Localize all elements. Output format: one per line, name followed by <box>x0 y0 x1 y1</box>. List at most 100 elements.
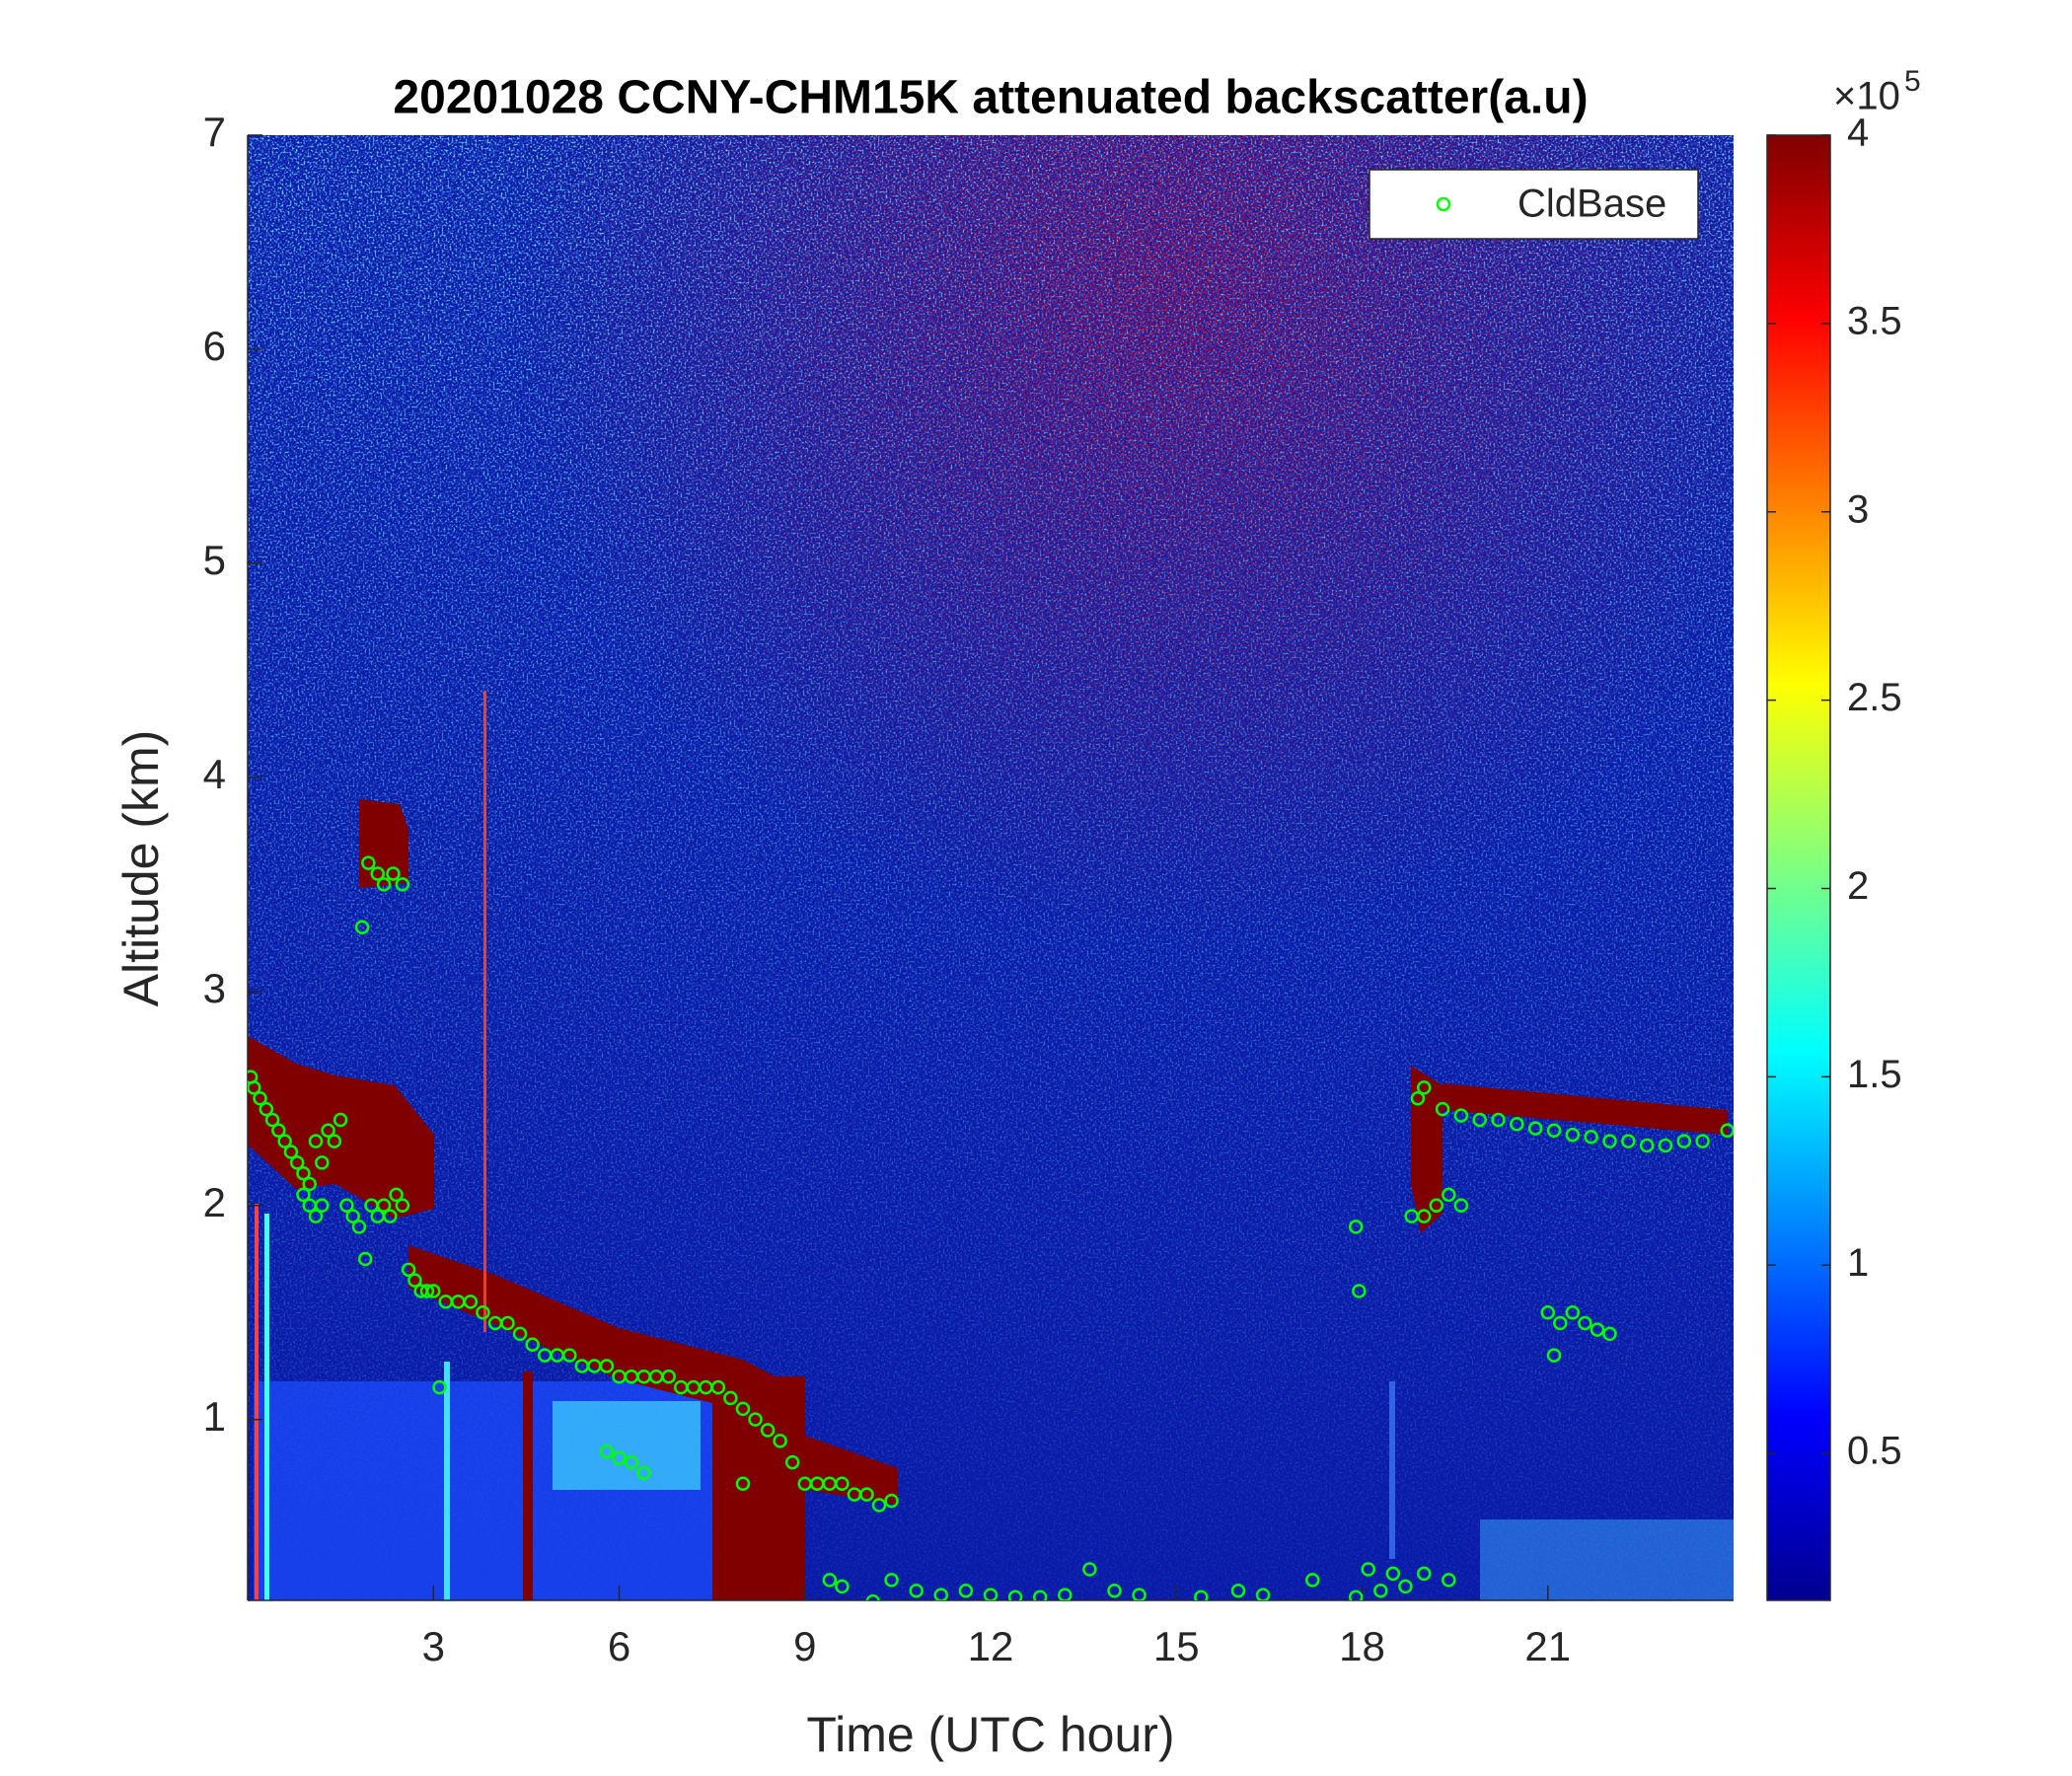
cloud-base-point <box>1527 1121 1543 1136</box>
y-tick-label: 6 <box>203 323 226 369</box>
x-tick-label: 6 <box>608 1623 630 1669</box>
cloud-base-point <box>1540 1304 1555 1320</box>
cloud-base-point <box>1442 1573 1456 1588</box>
cloud-base-point <box>760 1423 776 1438</box>
y-tick-label: 5 <box>203 537 226 583</box>
cloud-base-point <box>884 1493 899 1509</box>
cloud-base-point <box>710 1379 726 1395</box>
cloud-base-point <box>512 1326 528 1342</box>
cloud-base-point <box>1361 1562 1376 1577</box>
colorbar <box>1766 134 1831 1601</box>
colorbar-tick-label: 0.5 <box>1847 1430 1902 1473</box>
cloud-base-point <box>735 1476 751 1492</box>
cloud-base-point <box>1565 1304 1581 1320</box>
x-tick-label: 18 <box>1339 1623 1385 1669</box>
cloud-base-point <box>386 866 401 881</box>
colorbar-tick-label: 2.5 <box>1847 676 1902 719</box>
cloud-base-point <box>599 1359 615 1373</box>
cloud-base-point <box>289 1155 305 1170</box>
cloud-base-point <box>1255 1588 1271 1600</box>
colorbar-tick-label: 4 <box>1847 111 1869 155</box>
y-tick-label: 4 <box>203 751 226 797</box>
x-tick-label: 3 <box>422 1623 445 1669</box>
legend: CldBase <box>1369 169 1699 240</box>
cloud-base-point <box>1032 1590 1048 1600</box>
cloud-base-point <box>395 1198 410 1213</box>
colorbar-scale: ×10 <box>1833 75 1900 118</box>
legend-box <box>1369 169 1699 240</box>
legend-marker <box>1436 196 1451 212</box>
cloud-base-point <box>835 1476 850 1492</box>
cloud-base-point <box>983 1588 999 1600</box>
cloud-base-point <box>1348 1220 1364 1234</box>
cloud-base-point <box>419 1284 435 1298</box>
chart-title: 20201028 CCNY-CHM15K attenuated backscat… <box>393 72 1588 124</box>
cloud-base-point <box>784 1454 800 1470</box>
cloud-base-point <box>773 1434 787 1448</box>
cloud-base-point <box>1230 1583 1246 1598</box>
cloud-base-point <box>1435 1101 1450 1117</box>
cloud-base-point <box>1658 1138 1673 1153</box>
cloud-base-point <box>624 1454 639 1470</box>
cloud-base-point <box>1584 1130 1598 1145</box>
cloud-base-point <box>370 866 386 881</box>
cloud-base-point <box>253 1091 267 1106</box>
cloud-base-point <box>1578 1315 1592 1331</box>
cloud-base-point <box>1491 1112 1506 1128</box>
cloud-base-point <box>333 1112 348 1128</box>
cloud-base-point <box>1553 1315 1568 1331</box>
cloud-base-point <box>302 1176 317 1192</box>
cloud-base-point <box>432 1379 447 1395</box>
cloud-base-point <box>1305 1573 1320 1588</box>
cloud-base-point <box>1194 1590 1209 1600</box>
cloud-base-point <box>1007 1590 1023 1600</box>
cloud-base-point <box>1621 1134 1636 1148</box>
cloud-base-point <box>884 1573 899 1588</box>
cloud-base-point <box>357 1251 373 1267</box>
cloud-base-point <box>315 1198 330 1213</box>
cloud-base-point <box>1453 1108 1469 1123</box>
cloud-base-point <box>933 1588 949 1600</box>
cloud-base-point <box>271 1123 286 1139</box>
cloud-base-point <box>1410 1091 1426 1106</box>
cloud-base-point <box>1602 1134 1617 1148</box>
cloud-base-point <box>463 1295 479 1309</box>
cloud-base-point <box>389 1187 404 1203</box>
cloud-base-point <box>327 1134 342 1148</box>
cloud-base-point <box>1695 1134 1710 1148</box>
cloud-base-point <box>395 877 410 892</box>
cloud-base-point <box>525 1337 540 1352</box>
y-tick-label: 1 <box>203 1393 226 1440</box>
cloud-base-point <box>354 920 370 934</box>
cloud-base-point <box>351 1220 367 1234</box>
cloud-base-point <box>308 1134 324 1148</box>
cloud-base-point <box>822 1573 838 1588</box>
cloud-base-point <box>1720 1123 1734 1139</box>
y-axis-label: Altitude (km) <box>113 730 169 1007</box>
cloud-base-point <box>1453 1198 1469 1213</box>
cloud-base-point <box>376 877 392 892</box>
cloud-base-point <box>345 1209 360 1223</box>
cloud-base-point <box>909 1583 924 1598</box>
y-tick-label: 3 <box>203 965 226 1011</box>
cloud-base-point <box>383 1209 398 1223</box>
cloud-base-point <box>1442 1187 1456 1203</box>
cloud-base-point <box>599 1443 615 1459</box>
cloud-base-point <box>865 1593 880 1600</box>
cloud-base-point <box>1510 1117 1524 1132</box>
y-tick-label: 7 <box>203 109 226 155</box>
cloud-base-point <box>283 1145 299 1159</box>
cloud-base-point <box>1417 1080 1432 1095</box>
cloud-base-point <box>315 1155 330 1170</box>
cloud-base-point <box>871 1498 887 1513</box>
cloud-base-point <box>296 1165 311 1181</box>
cloud-base-point <box>1602 1326 1617 1342</box>
cloud-base-point <box>1472 1112 1487 1128</box>
cloud-base-point <box>1429 1198 1444 1213</box>
cloud-base-point <box>859 1487 874 1502</box>
backscatter-field <box>248 135 1734 1600</box>
cloud-base-point <box>277 1134 292 1148</box>
cloud-base-point <box>1107 1583 1122 1598</box>
x-tick-label: 12 <box>968 1623 1014 1669</box>
